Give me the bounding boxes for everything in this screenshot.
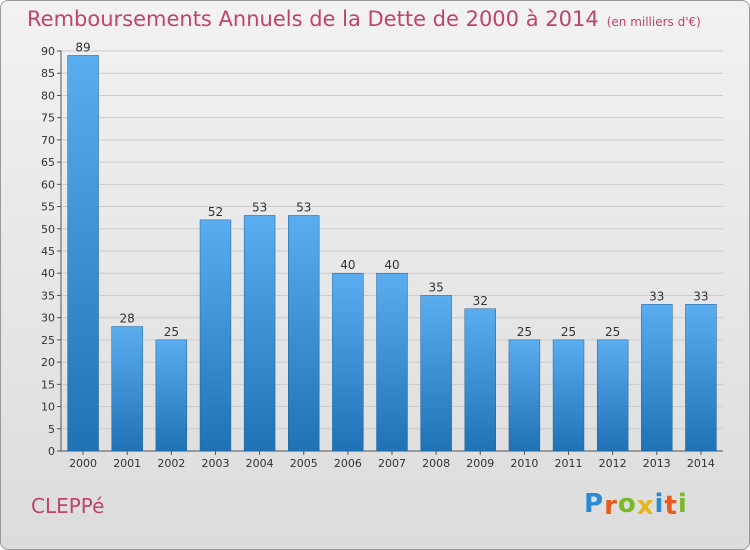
y-tick-label: 40 [41,267,55,280]
chart-title-text: Remboursements Annuels de la Dette de 20… [27,7,599,31]
x-tick-label-2014: 2014 [687,457,715,470]
x-tick-label-2003: 2003 [201,457,229,470]
x-tick-label-2006: 2006 [334,457,362,470]
y-tick-label: 5 [48,423,55,436]
x-tick-label-2004: 2004 [246,457,274,470]
bar-2014 [685,304,717,452]
y-tick-label: 80 [41,89,55,102]
logo-letter: x [636,491,655,521]
data-label-2010: 25 [517,325,532,339]
data-label-2005: 53 [296,200,311,214]
data-label-2007: 40 [384,258,399,272]
x-tick-label-2012: 2012 [599,457,627,470]
logo-letter: P [584,489,605,519]
logo-letter: o [617,489,637,519]
y-tick-label: 85 [41,67,55,80]
x-tick-label-2009: 2009 [466,457,494,470]
y-tick-label: 55 [41,201,55,214]
y-tick-label: 25 [41,334,55,347]
chart-subtitle: (en milliers d'€) [606,15,701,29]
data-label-2000: 89 [75,40,90,54]
y-tick-label: 10 [41,401,55,414]
y-tick-label: 30 [41,312,55,325]
bar-2000 [67,55,99,452]
bar-2012 [596,339,629,452]
data-label-2008: 35 [428,280,443,294]
data-label-2003: 52 [208,205,223,219]
y-tick-label: 75 [41,112,55,125]
y-tick-label: 35 [41,289,55,302]
y-tick-label: 0 [48,445,55,458]
data-label-2014: 33 [693,289,708,303]
x-tick-label-2008: 2008 [422,457,450,470]
town-name: CLEPPé [31,494,105,518]
data-label-2002: 25 [164,325,179,339]
bar-2011 [552,339,585,452]
x-tick-label-2007: 2007 [378,457,406,470]
data-label-2004: 53 [252,200,267,214]
bar-2008 [420,295,452,452]
x-tick-label-2011: 2011 [555,457,583,470]
y-tick-label: 20 [41,356,55,369]
proxiti-logo: Proxiti [584,489,688,521]
bar-2009 [464,308,496,452]
bar-2013 [641,304,673,452]
bar-2007 [376,272,408,452]
data-label-2012: 25 [605,325,620,339]
bar-2006 [332,272,364,452]
logo-letter: r [604,491,618,521]
chart-title: Remboursements Annuels de la Dette de 20… [27,7,701,31]
y-tick-label: 15 [41,378,55,391]
data-label-2001: 28 [120,312,135,326]
logo-letter: t [664,491,678,521]
y-tick-label: 60 [41,178,55,191]
y-tick-label: 50 [41,223,55,236]
x-tick-label-2002: 2002 [157,457,185,470]
data-label-2013: 33 [649,289,664,303]
axes: 0 5 10 15 20 25 30 35 40 45 50 55 60 65 70 75 80 85 90 2000… [41,45,723,470]
data-label-2009: 32 [473,294,488,308]
data-label-2011: 25 [561,325,576,339]
logo-letter: i [677,489,688,519]
bar-2002 [155,339,188,452]
bar-2005 [288,215,320,452]
y-tick-label: 65 [41,156,55,169]
bar-2001 [111,326,143,452]
bars [67,55,717,452]
x-tick-label-2010: 2010 [510,457,538,470]
bar-2010 [508,339,541,452]
bar-2004 [243,215,276,452]
logo-letter: i [654,489,665,519]
y-tick-label: 70 [41,134,55,147]
x-tick-label-2000: 2000 [69,457,97,470]
y-tick-label: 90 [41,45,55,58]
data-label-2006: 40 [340,258,355,272]
x-tick-label-2001: 2001 [113,457,141,470]
x-tick-label-2013: 2013 [643,457,671,470]
data-labels: 89 28 25 52 53 53 40 40 35 32 25 25 25 33 33 [75,40,708,338]
bar-2003 [199,219,232,452]
x-tick-label-2005: 2005 [290,457,318,470]
y-tick-label: 45 [41,245,55,258]
